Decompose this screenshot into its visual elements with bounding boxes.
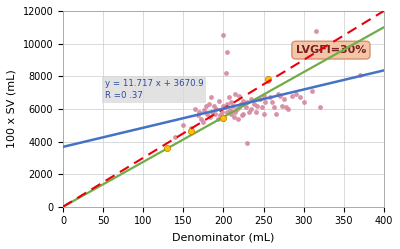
Point bbox=[192, 107, 198, 111]
Point bbox=[234, 107, 240, 111]
Point bbox=[232, 92, 239, 96]
Point bbox=[256, 97, 263, 101]
Point bbox=[201, 109, 207, 113]
Point bbox=[279, 104, 285, 108]
Point bbox=[300, 100, 307, 104]
Point bbox=[227, 109, 233, 113]
Point bbox=[296, 95, 303, 99]
Point bbox=[230, 104, 236, 108]
Point bbox=[198, 117, 204, 121]
Point bbox=[268, 100, 275, 104]
Point bbox=[213, 107, 219, 111]
Point bbox=[220, 33, 227, 37]
Point bbox=[267, 95, 273, 99]
Point bbox=[243, 105, 249, 109]
Point bbox=[228, 100, 235, 104]
Point bbox=[194, 113, 201, 117]
Point bbox=[208, 95, 214, 99]
Point bbox=[209, 110, 215, 114]
Point bbox=[272, 112, 279, 116]
Point bbox=[224, 110, 231, 114]
Point bbox=[231, 115, 237, 119]
Point bbox=[248, 107, 255, 111]
Point bbox=[264, 79, 271, 83]
Point bbox=[264, 77, 271, 81]
Point bbox=[228, 112, 235, 116]
Point bbox=[202, 104, 209, 108]
Point bbox=[260, 94, 267, 98]
Point bbox=[210, 104, 217, 108]
Point bbox=[212, 112, 218, 116]
Point bbox=[217, 113, 224, 117]
Point bbox=[288, 94, 295, 98]
Point bbox=[180, 123, 186, 127]
Point bbox=[240, 112, 247, 116]
Point bbox=[244, 141, 251, 145]
Point bbox=[224, 102, 231, 106]
Point bbox=[220, 117, 227, 121]
Y-axis label: 100 x SV (mL): 100 x SV (mL) bbox=[7, 69, 17, 148]
Point bbox=[222, 105, 228, 109]
Point bbox=[220, 116, 227, 120]
Point bbox=[238, 102, 244, 106]
Point bbox=[284, 107, 291, 111]
X-axis label: Denominator (mL): Denominator (mL) bbox=[172, 232, 275, 242]
Point bbox=[251, 102, 257, 106]
Point bbox=[252, 110, 259, 114]
Point bbox=[357, 73, 363, 77]
Point bbox=[236, 94, 243, 98]
Point bbox=[239, 113, 245, 117]
Point bbox=[216, 99, 223, 103]
Point bbox=[244, 100, 251, 104]
Point bbox=[246, 110, 252, 114]
Point bbox=[226, 95, 232, 99]
Point bbox=[219, 110, 225, 114]
Point bbox=[308, 89, 315, 93]
Point bbox=[215, 117, 221, 121]
Point bbox=[271, 105, 277, 109]
Point bbox=[240, 99, 247, 103]
Point bbox=[200, 120, 206, 124]
Point bbox=[196, 110, 202, 114]
Point bbox=[164, 146, 170, 150]
Point bbox=[254, 104, 260, 108]
Point bbox=[275, 92, 281, 96]
Point bbox=[206, 115, 213, 119]
Point bbox=[235, 117, 241, 121]
Point bbox=[316, 105, 323, 109]
Point bbox=[172, 135, 178, 139]
Point bbox=[188, 129, 194, 133]
Point bbox=[276, 94, 283, 98]
Point bbox=[220, 104, 227, 108]
Point bbox=[232, 110, 239, 114]
Point bbox=[236, 105, 243, 109]
Point bbox=[188, 126, 194, 130]
Text: LVGFI=30%: LVGFI=30% bbox=[296, 45, 366, 55]
Point bbox=[259, 105, 265, 109]
Point bbox=[204, 112, 210, 116]
Point bbox=[206, 102, 212, 106]
Point bbox=[262, 100, 268, 104]
Point bbox=[223, 71, 229, 75]
Point bbox=[224, 50, 231, 54]
Point bbox=[260, 112, 267, 116]
Point bbox=[280, 97, 287, 101]
Point bbox=[248, 97, 255, 101]
Point bbox=[283, 105, 289, 109]
Text: y = 11.717 x + 3670.9
R =0 .37: y = 11.717 x + 3670.9 R =0 .37 bbox=[105, 78, 203, 100]
Point bbox=[312, 29, 319, 33]
Point bbox=[292, 92, 299, 96]
